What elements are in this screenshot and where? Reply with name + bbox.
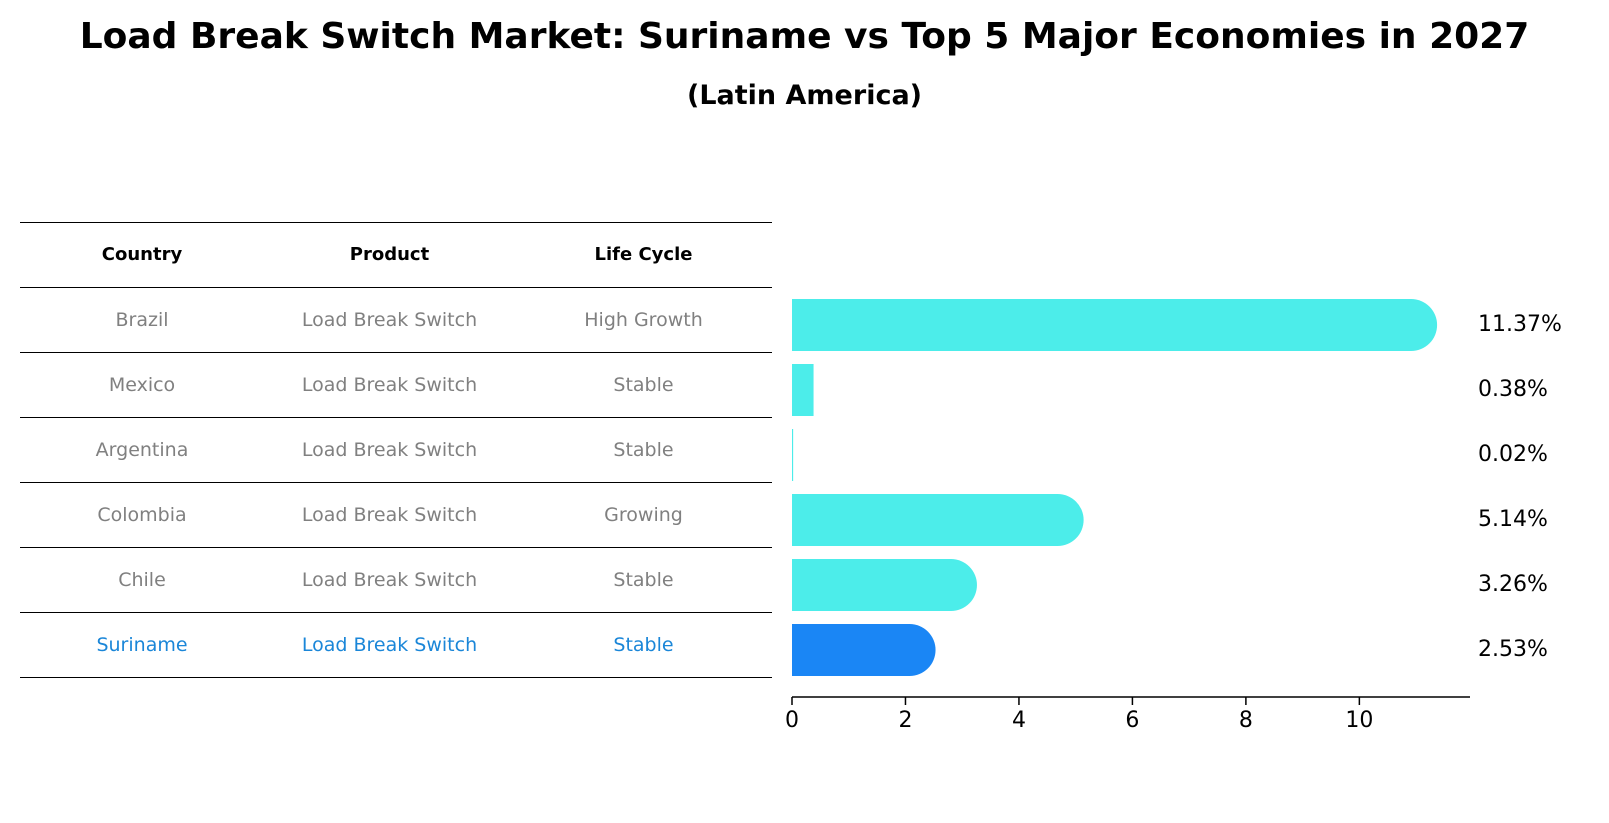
table-row: Mexico Load Break Switch Stable: [20, 352, 772, 418]
cell-product: Load Break Switch: [301, 569, 478, 591]
cell-life-cycle: Growing: [604, 504, 683, 526]
table-row-highlighted: Suriname Load Break Switch Stable: [20, 612, 772, 678]
table-rule: [20, 482, 772, 483]
cell-product: Load Break Switch: [301, 439, 478, 461]
cell-life-cycle: Stable: [613, 569, 674, 591]
table-row: Argentina Load Break Switch Stable: [20, 417, 772, 483]
table-rule: [20, 612, 772, 613]
table-rule: [20, 417, 772, 418]
cell-country: Mexico: [108, 374, 176, 396]
bar-suriname: [792, 624, 936, 676]
value-label: 0.38%: [1478, 377, 1548, 402]
table-rule: [20, 222, 772, 223]
table-rule: [20, 352, 772, 353]
cell-country: Suriname: [96, 634, 188, 656]
cell-country: Colombia: [97, 504, 187, 526]
cell-product: Load Break Switch: [301, 374, 478, 396]
table-row: Chile Load Break Switch Stable: [20, 547, 772, 613]
bar-argentina: [792, 429, 794, 481]
bar-chile: [792, 559, 977, 611]
header-life-cycle: Life Cycle: [594, 244, 693, 265]
x-tick-label: 0: [785, 708, 799, 733]
cell-life-cycle: Stable: [613, 374, 674, 396]
cell-country: Brazil: [115, 309, 169, 331]
cell-life-cycle: High Growth: [584, 309, 703, 331]
cell-country: Chile: [118, 569, 166, 591]
value-label: 3.26%: [1478, 572, 1548, 597]
bar-colombia: [792, 494, 1084, 546]
chart-title: Load Break Switch Market: Suriname vs To…: [79, 16, 1530, 57]
value-label: 5.14%: [1478, 507, 1548, 532]
cell-product: Load Break Switch: [301, 504, 478, 526]
value-label: 11.37%: [1478, 312, 1562, 337]
cell-product: Load Break Switch: [301, 634, 478, 656]
cell-product: Load Break Switch: [301, 309, 478, 331]
x-tick-label: 2: [898, 708, 912, 733]
bar-mexico: [792, 364, 814, 416]
chart-subtitle: (Latin America): [686, 80, 923, 111]
x-tick-label: 4: [1012, 708, 1026, 733]
table-rule: [20, 547, 772, 548]
cell-country: Argentina: [95, 439, 189, 461]
x-tick-label: 8: [1239, 708, 1253, 733]
bar-brazil: [792, 299, 1438, 351]
header-product: Product: [349, 244, 430, 265]
cell-life-cycle: Stable: [613, 634, 674, 656]
table-header-row: Country Product Life Cycle: [20, 222, 772, 288]
x-tick-label: 10: [1345, 708, 1373, 733]
value-label: 2.53%: [1478, 637, 1548, 662]
header-country: Country: [101, 244, 183, 265]
table-row: Brazil Load Break Switch High Growth: [20, 287, 772, 353]
x-tick-label: 6: [1125, 708, 1139, 733]
table-rule: [20, 287, 772, 288]
table-rule: [20, 677, 772, 678]
value-label: 0.02%: [1478, 442, 1548, 467]
table-row: Colombia Load Break Switch Growing: [20, 482, 772, 548]
cell-life-cycle: Stable: [613, 439, 674, 461]
